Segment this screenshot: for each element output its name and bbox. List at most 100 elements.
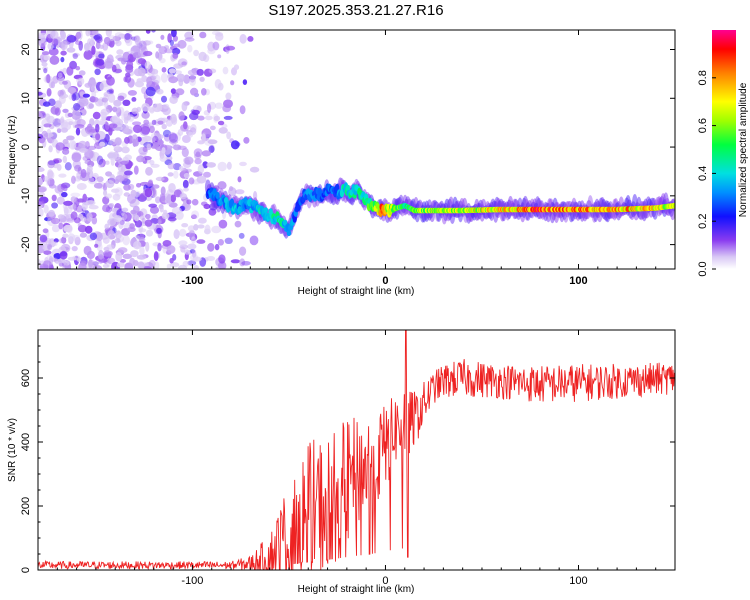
noise-blob [51,224,60,233]
noise-blob [129,223,135,230]
noise-blob [142,266,152,269]
noise-blob [91,30,99,35]
noise-blob [96,155,104,165]
noise-blob [194,158,202,165]
noise-blob [48,98,56,107]
noise-blob [161,212,170,220]
noise-blob [119,220,125,226]
noise-blob [221,123,228,129]
noise-blob [54,107,61,116]
noise-blob [162,244,167,254]
snr-y-tick-label: 0 [20,567,32,573]
noise-blob [102,237,110,244]
noise-blob [75,127,81,136]
noise-blob [148,179,153,184]
noise-blob [55,142,65,151]
noise-blob [170,113,177,123]
noise-blob [167,172,174,177]
snr-panel: -100 0 100 0 200 400 600 Height of straight li… [7,329,676,595]
colorbar-tick-label: 0.0 [697,261,709,276]
noise-blob [150,218,160,224]
noise-blob [152,142,159,149]
noise-blob [88,177,95,183]
noise-blob [212,41,220,51]
noise-blob [72,255,81,261]
noise-blob [124,127,129,133]
noise-blob [138,228,147,233]
noise-blob [74,164,82,172]
noise-blob [202,161,209,169]
noise-blob [98,120,105,126]
noise-blob [203,203,211,210]
figure-title: S197.2025.353.21.27.R16 [268,2,443,19]
noise-blob [121,207,129,212]
noise-blob [162,240,172,247]
noise-blob [144,61,151,70]
noise-blob [213,115,221,122]
noise-blob [177,128,184,136]
noise-blob [46,115,55,124]
noise-blob [225,92,232,100]
noise-blob [189,112,199,121]
noise-blob [181,101,188,112]
noise-blob [188,177,195,185]
noise-blob [67,112,73,118]
noise-blob [146,143,152,151]
noise-blob [196,239,206,244]
noise-blob [57,72,63,79]
noise-blob [105,122,110,131]
noise-blob [124,136,130,144]
noise-blob [183,200,188,207]
noise-blob [191,210,200,219]
colorbar: 0.0 0.2 0.4 0.6 0.8 Normalized spectral ampl… [697,30,749,277]
noise-blob [178,111,185,121]
noise-blob [188,131,194,138]
noise-blob [127,53,134,63]
noise-blob [98,53,105,59]
noise-blob [161,147,166,154]
noise-blob [181,223,189,228]
noise-blob [51,202,58,209]
noise-blob [71,110,81,120]
noise-blob [61,191,68,198]
spectrogram-x-tick-label: 100 [569,275,587,287]
noise-blob [141,111,150,119]
noise-blob [201,133,206,143]
noise-blob [247,36,254,42]
noise-blob [38,91,43,96]
noise-blob [214,243,220,251]
noise-blob [115,40,122,47]
noise-blob [63,148,69,155]
noise-blob [218,261,227,269]
noise-blob [110,156,115,166]
noise-blob [38,240,44,250]
noise-blob [77,222,82,228]
noise-blob [95,232,103,242]
noise-blob [107,230,115,240]
noise-blob [116,262,125,268]
noise-blob [233,64,240,70]
noise-blob [107,218,117,227]
noise-blob [46,88,52,97]
noise-blob [63,224,73,233]
noise-blob [184,156,194,165]
noise-blob [38,32,48,38]
noise-blob [70,196,77,203]
noise-blob [55,124,64,129]
noise-blob [99,44,105,50]
noise-blob [138,233,145,244]
noise-blob [157,242,162,252]
noise-blob [237,176,242,183]
noise-blob [60,127,68,133]
noise-blob [43,250,52,256]
noise-blob [88,103,94,109]
noise-blob [73,217,81,224]
noise-blob [123,110,131,121]
colorbar-tick-label: 0.6 [697,118,709,133]
noise-blob [151,119,157,125]
noise-blob [102,42,109,51]
noise-blob [182,135,191,143]
spectrogram-y-tick-label: 10 [20,92,32,104]
